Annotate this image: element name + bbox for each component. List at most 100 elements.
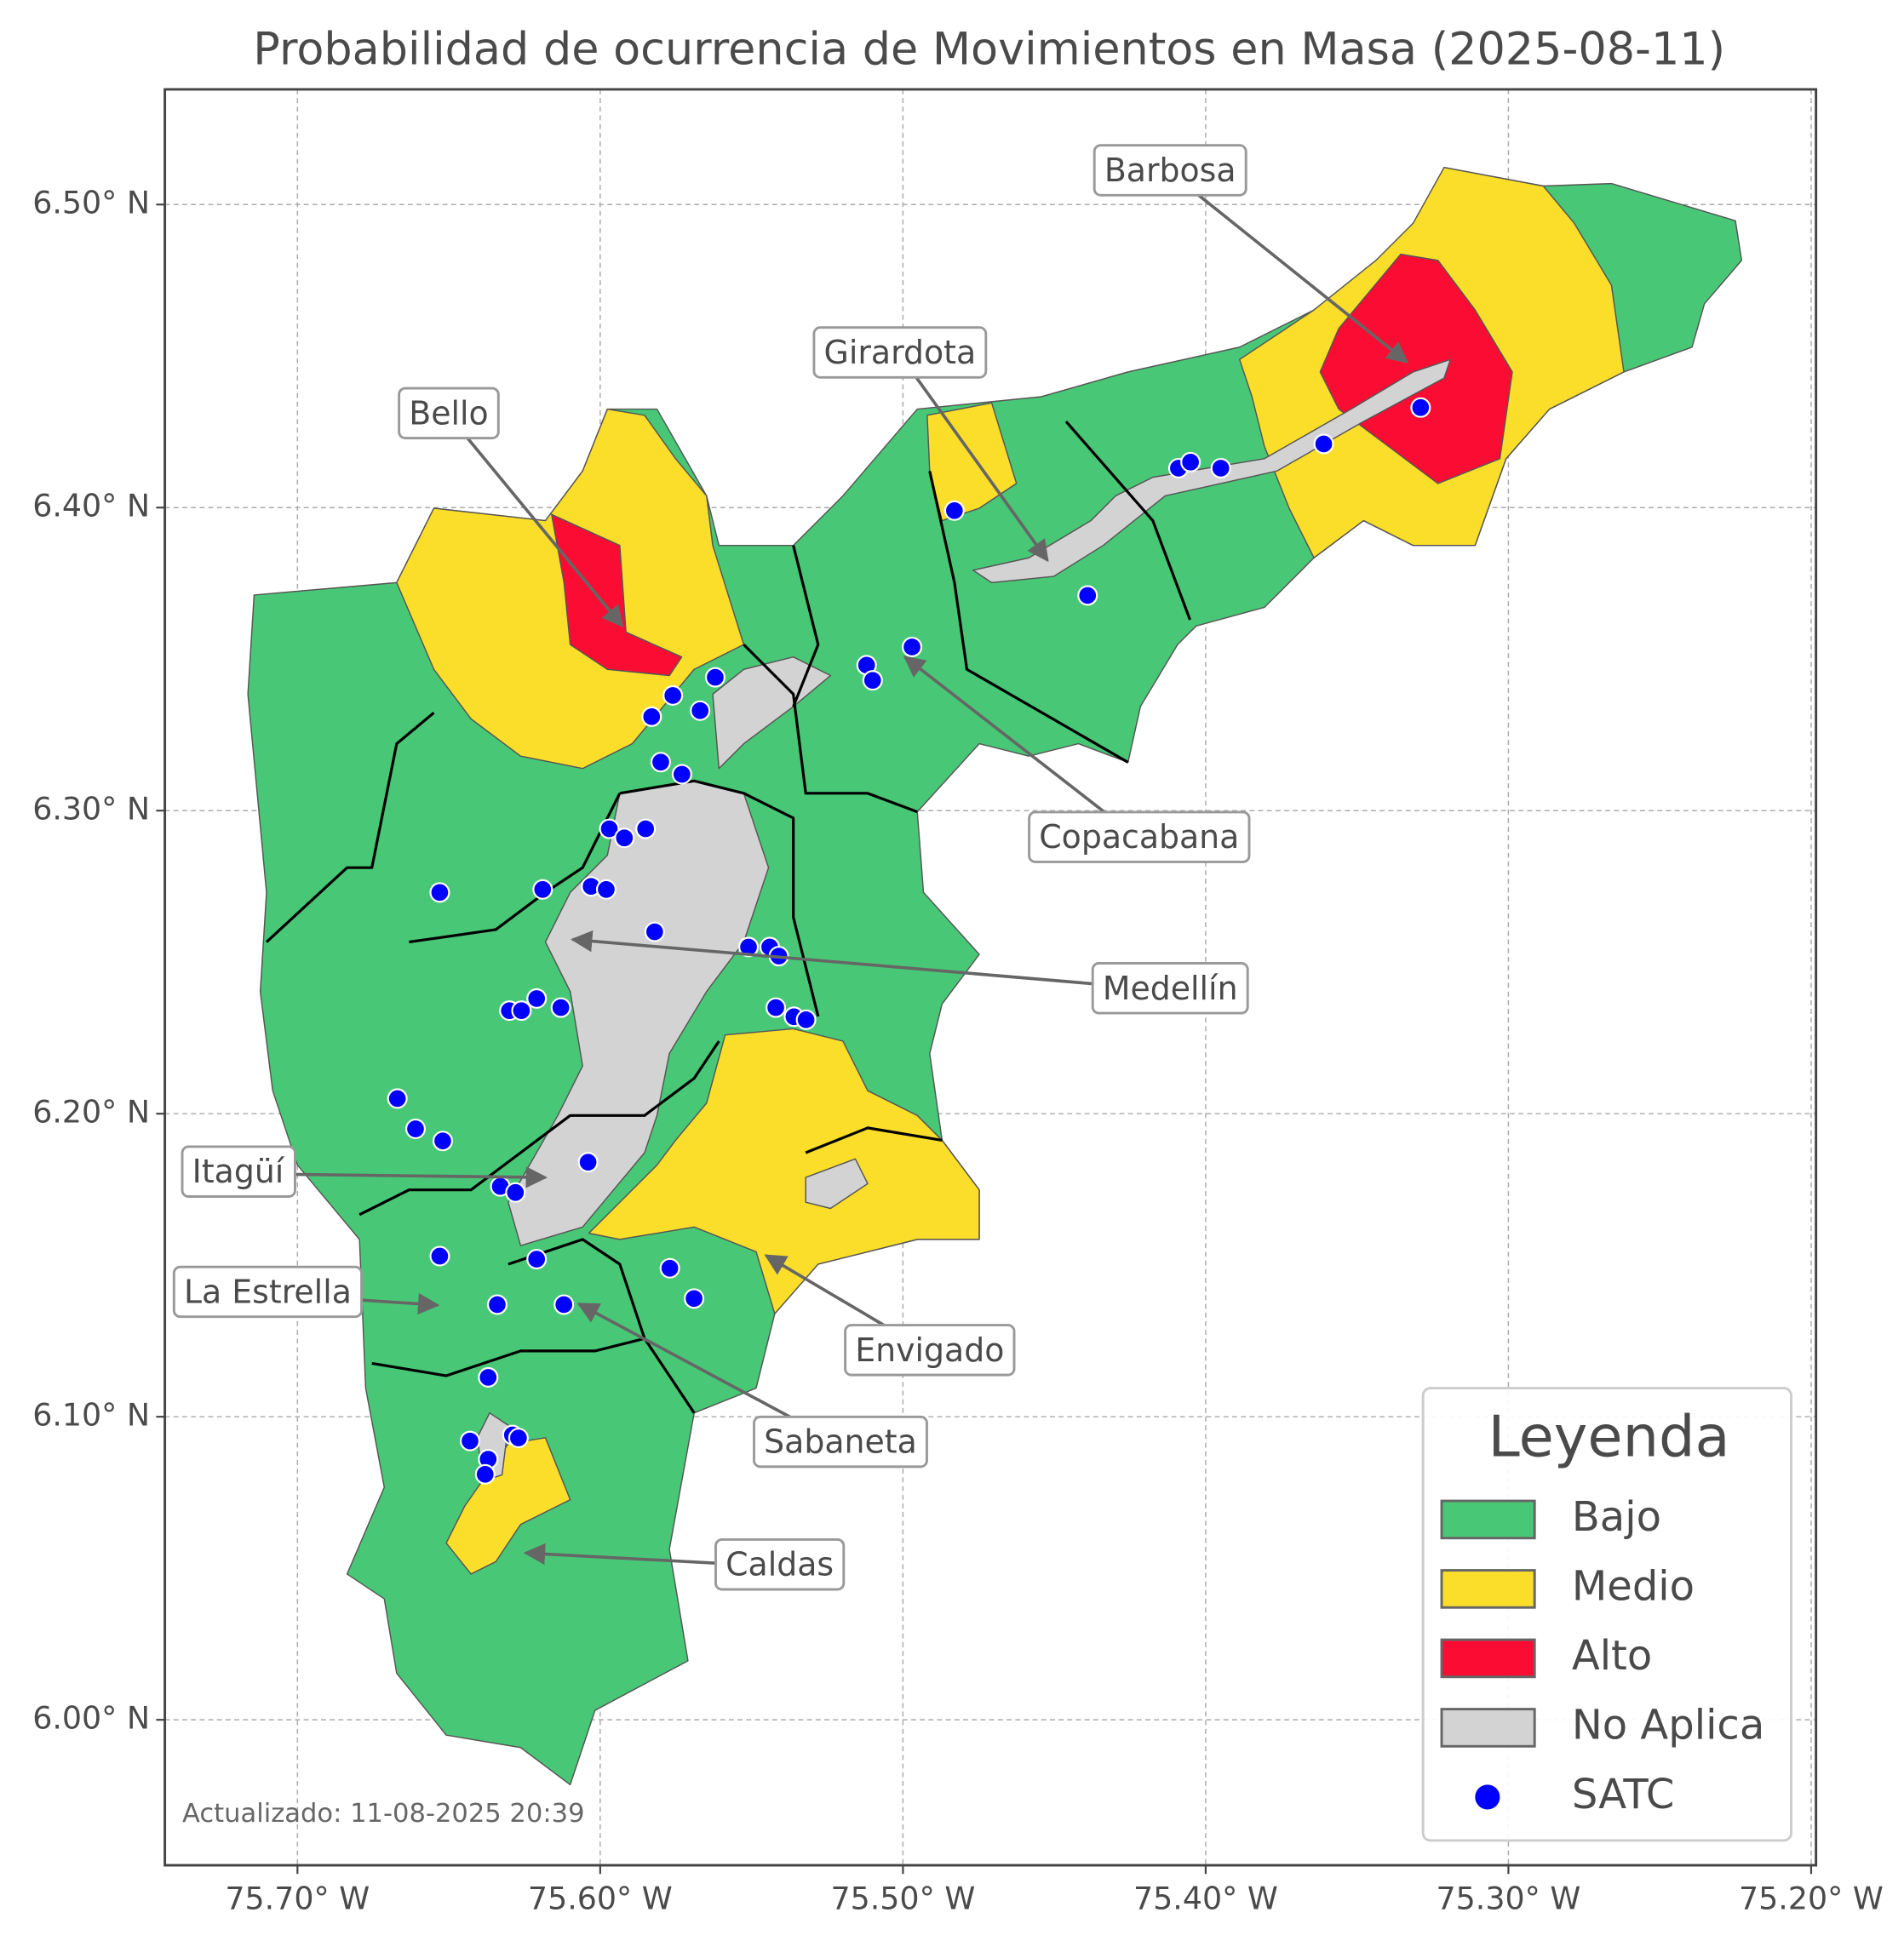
callout-box (753, 1415, 928, 1469)
satc-point (595, 879, 617, 900)
callout-arrow (898, 353, 1049, 563)
region-medio (588, 1028, 980, 1314)
legend-label: Alto (1572, 1632, 1652, 1680)
satc-point (684, 1288, 705, 1309)
y-tick-label: 6.10° N (32, 1397, 150, 1434)
callout-box (844, 1324, 1016, 1377)
satc-point (553, 1294, 575, 1315)
legend-label: Medio (1572, 1562, 1695, 1610)
satc-point (404, 1118, 426, 1140)
callout-box (1093, 144, 1247, 197)
satc-point (641, 706, 662, 727)
map-title: Probabilidad de ocurrencia de Movimiento… (253, 23, 1725, 75)
municipal-border (265, 711, 435, 943)
satc-point (671, 764, 692, 785)
callout-label: Barbosa (1104, 152, 1236, 189)
municipal-border (792, 545, 820, 707)
callout-label: Envigado (855, 1331, 1004, 1369)
municipal-border (928, 470, 1129, 764)
satc-point (795, 1009, 817, 1030)
municipal-border (371, 1337, 645, 1377)
x-tick-label: 75.20° W (1739, 1880, 1884, 1916)
legend-swatch (1440, 1708, 1536, 1748)
callout-arrow (447, 414, 624, 628)
y-tick-label: 6.40° N (32, 488, 150, 524)
satc-point (508, 1428, 529, 1449)
callout-label: Copacabana (1039, 818, 1239, 856)
callouts: Barbosa Girardota Bello Copacabana Medellín I… (172, 144, 1409, 1591)
x-tick-label: 75.30° W (1437, 1880, 1581, 1916)
callout-label: Girardota (824, 334, 977, 371)
legend-marker (1475, 1784, 1500, 1810)
x-tick-label: 75.40° W (1133, 1880, 1278, 1916)
x-tick-label: 75.50° W (830, 1880, 975, 1916)
satc-point (644, 921, 665, 942)
municipal-border (805, 1126, 943, 1154)
region-no-aplica (508, 780, 770, 1246)
satc-point (550, 997, 571, 1018)
satc-point (635, 818, 657, 839)
callout-label: La Estrella (184, 1273, 352, 1310)
legend-label: Bajo (1572, 1493, 1661, 1541)
callout-label: Caldas (725, 1546, 834, 1583)
satc-point (387, 1088, 408, 1109)
callout-arrow (903, 656, 1140, 841)
satc-point (902, 636, 923, 657)
callout-arrow (1169, 171, 1409, 364)
legend-swatch (1440, 1569, 1536, 1609)
municipal-border (358, 1040, 720, 1217)
satc-point (532, 879, 553, 900)
satc-point (474, 1463, 496, 1485)
callout-label: Bello (409, 394, 488, 432)
satc-point (511, 1000, 532, 1022)
satc-point (599, 818, 620, 839)
legend-title: Leyenda (1488, 1403, 1729, 1469)
legend: Leyenda Bajo Medio Alto No Aplica SATC (1421, 1387, 1792, 1842)
callout-box (1091, 962, 1249, 1015)
satc-point (459, 1430, 480, 1451)
callout-box (1028, 810, 1251, 863)
satc-point (659, 1257, 680, 1279)
region-no-aplica (805, 1158, 869, 1210)
region-alto (1319, 253, 1513, 484)
satc-point (862, 670, 883, 691)
satc-point (1180, 451, 1201, 472)
callout-box (714, 1537, 846, 1591)
y-tick-label: 6.30° N (32, 791, 150, 827)
satc-point (505, 1182, 526, 1203)
legend-label: No Aplica (1572, 1701, 1764, 1749)
satc-point (526, 988, 548, 1009)
region-alto (551, 513, 683, 677)
x-tick-label: 75.60° W (528, 1880, 673, 1916)
satc-point (478, 1366, 499, 1388)
satc-point (704, 667, 725, 688)
y-tick-label: 6.20° N (32, 1094, 150, 1131)
municipal-border (508, 1238, 696, 1414)
callout-box (172, 1265, 363, 1319)
callout-label: Sabaneta (764, 1423, 917, 1461)
regions (247, 166, 1743, 1786)
satc-point (526, 1249, 548, 1270)
municipal-border (743, 644, 918, 814)
satc-point (429, 882, 450, 903)
satc-point (1313, 433, 1334, 455)
legend-label: SATC (1572, 1771, 1675, 1818)
legend-swatch (1440, 1638, 1536, 1679)
satc-point (766, 997, 787, 1018)
satc-point (943, 500, 965, 521)
satc-point (690, 700, 711, 721)
satc-point (662, 684, 684, 706)
satc-point (429, 1245, 450, 1267)
y-tick-label: 6.50° N (32, 185, 150, 221)
satc-point (738, 936, 760, 958)
satc-point (1410, 397, 1431, 418)
municipal-border (1064, 421, 1191, 621)
x-tick-label: 75.70° W (225, 1880, 370, 1916)
y-tick-label: 6.00° N (32, 1700, 150, 1737)
callout-label: Itagüí (192, 1153, 285, 1190)
satc-point (1210, 457, 1231, 478)
satc-point (486, 1294, 508, 1315)
callout-box (181, 1145, 296, 1198)
satc-point (650, 752, 671, 773)
